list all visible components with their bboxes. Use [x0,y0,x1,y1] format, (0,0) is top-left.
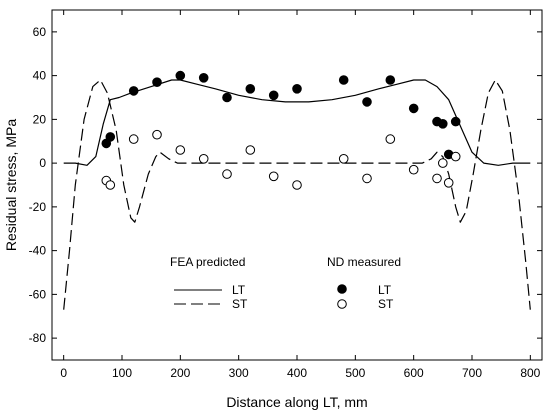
legend-label-fea-lt: LT [232,283,246,297]
y-tick-label: 20 [33,112,47,126]
y-tick-label: -60 [29,287,47,301]
data-point-nd-st [222,169,232,179]
x-tick-label: 0 [60,366,67,380]
y-tick-label: -20 [29,200,47,214]
x-tick-label: 500 [345,366,365,380]
legend-title-fea: FEA predicted [170,255,245,269]
data-point-nd-lt [362,97,372,107]
x-tick-label: 800 [520,366,540,380]
legend-marker-nd-st [337,299,347,309]
x-tick-label: 200 [170,366,190,380]
data-point-nd-lt [152,77,162,87]
series-layer [63,70,531,310]
data-point-nd-lt [438,119,448,129]
legend-label-nd-st: ST [378,297,394,311]
data-point-nd-lt [222,92,232,103]
data-point-nd-lt [385,75,396,85]
data-point-nd-lt [450,116,461,127]
x-tick-label: 600 [404,366,424,380]
y-tick-label: -40 [29,244,47,258]
data-point-nd-lt [292,84,302,94]
y-axis-title: Residual stress, MPa [3,119,19,251]
data-point-nd-st [128,134,139,144]
data-point-nd-st [432,173,442,184]
data-point-nd-lt [245,84,256,94]
data-point-nd-st [362,173,372,184]
y-tick-label: 60 [33,25,47,39]
y-tick-label: -80 [29,331,47,345]
data-point-nd-st [105,180,116,190]
data-point-nd-st [385,134,396,144]
x-tick-label: 400 [287,366,307,380]
data-point-nd-st [245,145,256,155]
data-point-nd-st [438,158,448,168]
data-point-nd-st [338,154,349,164]
series-line-fea-st [63,79,531,310]
legend-label-fea-st: ST [232,297,248,311]
x-tick-label: 700 [462,366,482,380]
data-point-nd-st [152,129,162,140]
data-point-nd-st [175,145,186,155]
data-point-nd-lt [128,86,139,96]
data-point-nd-lt [408,103,419,114]
data-point-nd-st [268,171,279,182]
x-tick-label: 100 [112,366,132,380]
series-line-fea-lt [63,79,531,166]
data-point-nd-st [450,151,461,162]
legend-marker-nd-lt [337,284,347,294]
data-point-nd-st [292,180,302,190]
legend-title-nd: ND measured [327,255,401,269]
y-tick-label: 0 [39,156,46,170]
x-tick-label: 300 [229,366,249,380]
data-point-nd-st [408,164,419,175]
x-axis-title: Distance along LT, mm [226,394,367,410]
data-point-nd-st [443,178,454,188]
legend: FEA predicted ND measured LT ST LT ST [170,255,401,311]
axis-ticks: 0 100 200 300 400 500 600 700 800 -80 -60 -40 -20 0 20… [29,10,542,380]
y-tick-label: 40 [33,69,47,83]
data-point-nd-lt [175,70,186,81]
data-point-nd-st [198,154,209,164]
data-point-nd-lt [268,90,279,101]
data-point-nd-lt [338,75,349,85]
data-point-nd-lt [198,73,209,83]
data-point-nd-lt [105,132,116,142]
legend-label-nd-lt: LT [378,283,392,297]
